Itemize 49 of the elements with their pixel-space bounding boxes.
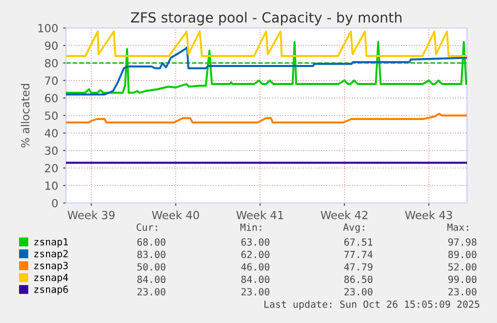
y-tick-label: 100: [38, 24, 58, 32]
y-tick-label: 20: [45, 164, 58, 172]
x-tick-label: Week 43: [405, 210, 452, 220]
x-tick-label: Week 41: [236, 210, 284, 220]
text: 23.00: [241, 288, 270, 296]
text: 99.00: [448, 276, 476, 283]
chart-title: ZFS storage pool - Capacity - by month: [131, 12, 402, 26]
y-tick-label: 70: [45, 76, 58, 85]
y-tick-label: 90: [44, 41, 58, 50]
y-tick-label: 60: [45, 94, 58, 102]
text: Min:: [240, 223, 262, 231]
line-series: [66, 112, 467, 124]
y-tick-label: 50: [45, 111, 58, 120]
text: Avg:: [343, 224, 364, 233]
y-tick-label: 0: [52, 198, 58, 208]
text: 84.00: [241, 276, 270, 283]
text: 23.00: [137, 288, 166, 296]
text: 47.79: [344, 263, 372, 271]
text: 63.00: [241, 238, 270, 246]
text: Max:: [447, 224, 468, 231]
legend-label: zsnap1: [34, 238, 68, 248]
x-tick-label: Week 39: [68, 210, 115, 220]
text: 52.00: [448, 263, 476, 271]
legend-label: zsnap3: [34, 262, 68, 272]
text: 86.50: [344, 276, 372, 283]
text: 68.00: [137, 238, 166, 246]
y-tick-label: 30: [45, 146, 58, 155]
y-tick-label: 10: [45, 181, 58, 190]
text: 77.74: [344, 250, 373, 258]
y-tick-label: 80: [44, 58, 58, 68]
text: 67.51: [344, 238, 372, 246]
legend-label: zsnap6: [34, 286, 68, 295]
text: Cur:: [136, 223, 158, 231]
text: 97.98: [448, 238, 476, 246]
text: 83.00: [137, 250, 166, 258]
text: Last update: Sun Oct 26 15:05:09 2025: [264, 300, 480, 310]
x-tick-label: Week 42: [320, 210, 368, 220]
text: 50.00: [137, 263, 166, 271]
text: 46.00: [241, 263, 270, 271]
y-tick-label: 40: [44, 128, 58, 138]
text: 89.00: [448, 250, 476, 258]
legend-label: zsnap4: [34, 274, 68, 283]
text: 84.00: [137, 276, 166, 283]
text: 62.00: [241, 250, 270, 258]
y-axis-title: % allocated: [20, 84, 30, 148]
x-tick-label: Week 40: [152, 210, 200, 220]
text: 23.00: [448, 288, 476, 296]
text: 23.00: [344, 288, 372, 296]
legend-label: zsnap2: [34, 250, 68, 260]
